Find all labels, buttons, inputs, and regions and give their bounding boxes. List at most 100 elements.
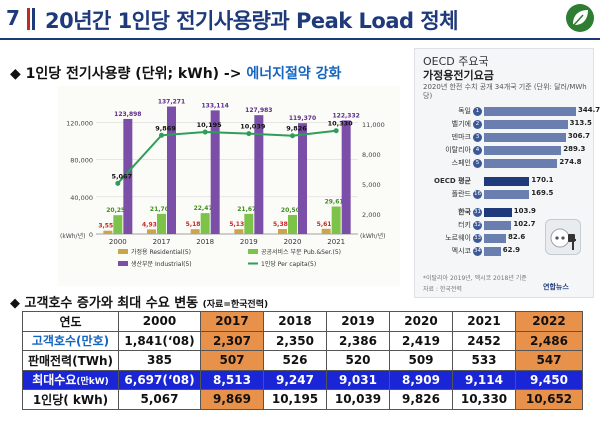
table-row-per-capita: 1인당( kWh) 5,067 9,869 10,195 10,039 9,82… (22, 389, 583, 410)
oecd-rank-badge: 33 (473, 234, 482, 243)
table-cell: 10,039 (326, 389, 390, 410)
oecd-country-label: 독일 (458, 107, 471, 115)
oecd-title: OECD 주요국 (423, 55, 489, 68)
chart-svg: 120,000 80,000 40,000 0 11,000 8,000 5,000 2,00… (60, 99, 385, 268)
oecd-rank-badge: 34 (473, 247, 482, 256)
table-cell: 507 (200, 350, 264, 371)
table-cell: 1,841(‘08) (118, 330, 201, 351)
table-header-cell: 2018 (263, 311, 327, 332)
oecd-bar (484, 247, 501, 256)
legend-swatch (118, 249, 128, 254)
oecd-footnote: *이탈리아 2019년, 멕시코 2018년 기준 (423, 275, 527, 282)
oecd-row: 노르웨이 33 82.6 (415, 232, 595, 245)
x-axis-tick-label: 2000 (109, 238, 127, 246)
oecd-row: 독일 1 344.7 (415, 105, 600, 118)
point-per-capita (333, 128, 339, 134)
x-axis-tick-label: 2021 (327, 238, 345, 246)
point-per-capita (246, 131, 252, 137)
bar-residential (147, 229, 156, 234)
table-cell: 509 (389, 350, 453, 371)
x-axis-tick-label: 2018 (196, 238, 214, 246)
section-per-capita-accent: 에너지절약 강화 (246, 66, 342, 82)
left-axis-tick-label: 40,000 (70, 194, 93, 202)
oecd-rank-badge: 5 (473, 159, 482, 168)
oecd-row: 폴란드 16 169.5 (415, 188, 595, 201)
point-per-capita (115, 180, 121, 186)
header-accent-bar-navy (32, 8, 35, 30)
oecd-country-label: 한국 (458, 208, 471, 216)
oecd-subtitle-main: 가정용전기요금 (423, 69, 494, 82)
bar-public-service (113, 215, 123, 234)
table-row-sales: 판매전력(TWh) 385 507 526 520 509 533 547 (22, 350, 583, 371)
oecd-country-label: 폴란드 (451, 190, 471, 198)
oecd-description: 2020년 한전 수치 공개 34개국 기준 (단위: 달러/MWh당) (423, 83, 587, 100)
point-per-capita (159, 132, 164, 138)
oecd-row: 벨기에 2 313.5 (415, 118, 595, 131)
table-cell: 9,826 (389, 389, 453, 410)
legend-swatch (248, 249, 258, 254)
data-label-residential: 5,189 (186, 221, 205, 228)
oecd-value-label: 306.7 (567, 132, 590, 140)
data-label-per-capita: 10,330 (328, 120, 354, 128)
data-label-per-capita: 9,869 (155, 124, 176, 132)
oecd-row: 한국 31 103.9 (415, 206, 595, 219)
right-axis-unit: (kWh/년) (360, 232, 385, 240)
section-customer-source: (자료=한국전력) (202, 300, 269, 310)
table-cell: 9,247 (263, 369, 327, 390)
oecd-bar (484, 221, 512, 230)
row-label-customers: 고객호수(만호) (22, 330, 119, 351)
oecd-bar (484, 234, 507, 243)
left-axis-tick-label: 120,000 (66, 120, 93, 128)
bullet-diamond: ◆ (10, 296, 20, 311)
bar-residential (190, 229, 200, 234)
header-accent-bar-red (27, 8, 30, 30)
oecd-value-label: 344.7 (578, 106, 600, 114)
oecd-value-label: 274.8 (559, 158, 582, 166)
table-header-cell: 2020 (389, 311, 453, 332)
leaf-icon (566, 4, 594, 32)
table-cell: 2,486 (515, 330, 583, 351)
oecd-rank-badge: 3 (473, 133, 482, 142)
customer-demand-table: 연도 2000 2017 2018 2019 2020 2021 2022 고객… (22, 311, 583, 410)
oecd-row: 스페인 5 274.8 (415, 157, 595, 170)
bar-industrial (123, 118, 133, 234)
oecd-bar (484, 208, 512, 217)
table-row-customers: 고객호수(만호) 1,841(‘08) 2,307 2,350 2,386 2,… (22, 330, 583, 351)
legend-label: 1인당 Per capita(5) (261, 260, 316, 268)
row-label-peak-demand: 최대수요(만kW) (22, 369, 119, 390)
table-cell: 9,869 (200, 389, 264, 410)
oecd-source-logo: 연합뉴스 (543, 283, 569, 291)
oecd-rank-badge: 32 (473, 221, 482, 230)
oecd-country-label: 스페인 (451, 159, 471, 167)
table-cell: 533 (452, 350, 516, 371)
oecd-row: 멕시코 34 62.9 (415, 245, 595, 258)
oecd-rank-badge: 1 (473, 107, 482, 116)
bar-industrial (298, 123, 307, 234)
oecd-value-label: 289.3 (563, 145, 586, 153)
oecd-country-label: 터키 (458, 221, 471, 229)
point-per-capita (202, 129, 208, 135)
oecd-value-label: 170.1 (531, 176, 554, 184)
oecd-row: 터키 32 102.7 (415, 219, 595, 232)
oecd-value-label: 82.6 (508, 233, 526, 241)
table-cell: 10,195 (263, 389, 327, 410)
data-label-industrial: 127,983 (245, 107, 272, 114)
oecd-country-label: 멕시코 (451, 247, 471, 255)
table-cell: 547 (515, 350, 583, 371)
oecd-value-label: 62.9 (502, 246, 521, 254)
slide-header: 7 20년간 1인당 전기사용량과 Peak Load 정체 (0, 0, 600, 40)
data-label-residential: 5,382 (273, 221, 292, 228)
oecd-row: 이탈리아 4 289.3 (415, 144, 595, 157)
table-cell: 2,350 (263, 330, 327, 351)
legend-label: 가정용 Residential(5) (131, 248, 191, 256)
table-header-row: 연도 2000 2017 2018 2019 2020 2021 2022 (22, 311, 583, 332)
table-header-cell: 2017 (200, 311, 264, 332)
data-label-public-service: 29,616 (325, 198, 348, 205)
legend-swatch (118, 261, 128, 266)
row-label-peak-unit: (만kW) (76, 377, 109, 388)
table-row-peak-demand: 최대수요(만kW) 6,697(‘08) 8,513 9,247 9,031 8… (22, 369, 583, 390)
oecd-row: 덴마크 3 306.7 (415, 131, 595, 144)
oecd-value-label: 313.5 (569, 119, 592, 127)
section-customer-label: ◆ 고객호수 증가와 최대 수요 변동 (자료=한국전력) (10, 292, 268, 311)
oecd-country-label: 이탈리아 (445, 146, 471, 154)
